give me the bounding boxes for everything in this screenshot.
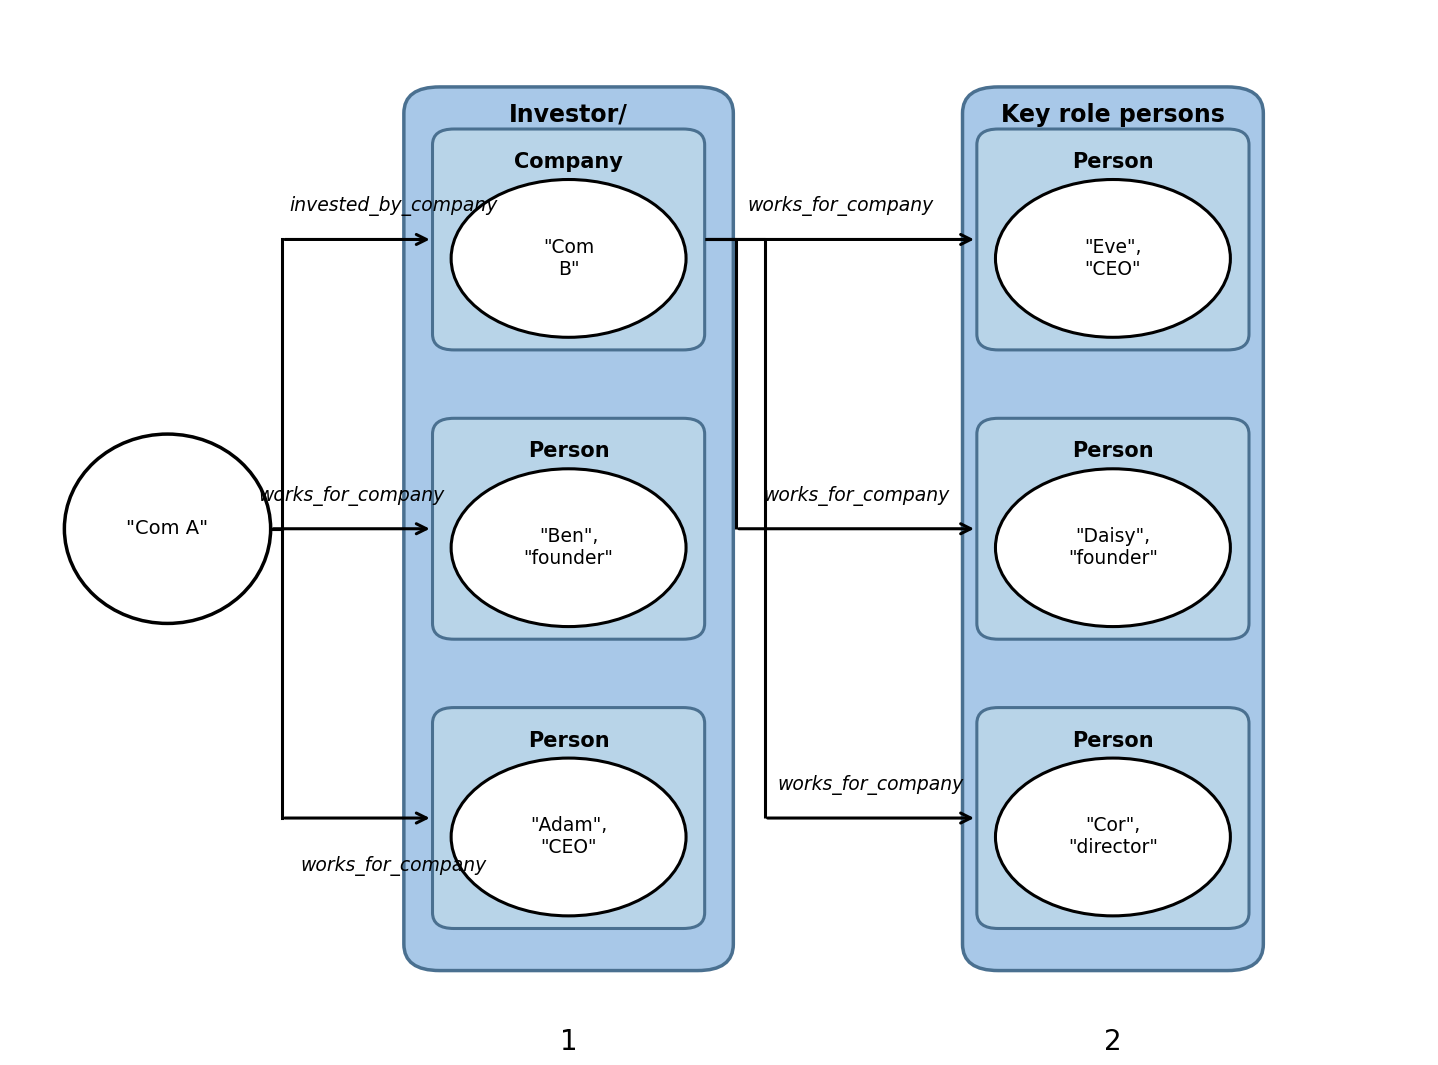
- Ellipse shape: [995, 180, 1231, 338]
- Text: Person: Person: [1073, 152, 1153, 173]
- Ellipse shape: [995, 758, 1231, 916]
- Text: Company: Company: [515, 152, 623, 173]
- Text: Investor/
acquirer and
key role persons: Investor/ acquirer and key role persons: [459, 102, 679, 186]
- Text: works_for_company: works_for_company: [778, 775, 963, 794]
- Text: Person: Person: [1073, 731, 1153, 751]
- Text: "Adam",
"CEO": "Adam", "CEO": [531, 817, 607, 857]
- Text: "Daisy",
"founder": "Daisy", "founder": [1068, 527, 1158, 569]
- Text: works_for_company: works_for_company: [764, 486, 949, 506]
- Ellipse shape: [452, 758, 686, 916]
- Text: "Com
B": "Com B": [544, 237, 594, 279]
- FancyBboxPatch shape: [433, 419, 705, 639]
- FancyBboxPatch shape: [433, 707, 705, 929]
- Text: Person: Person: [528, 731, 610, 751]
- FancyBboxPatch shape: [976, 707, 1250, 929]
- Text: "Com A": "Com A": [127, 520, 209, 538]
- FancyBboxPatch shape: [404, 87, 733, 970]
- Text: 1: 1: [559, 1029, 578, 1056]
- Text: "Ben",
"founder": "Ben", "founder": [523, 527, 614, 569]
- Ellipse shape: [452, 180, 686, 338]
- Text: "Cor",
"director": "Cor", "director": [1068, 817, 1158, 857]
- Text: 2: 2: [1104, 1029, 1122, 1056]
- Ellipse shape: [65, 435, 270, 623]
- FancyBboxPatch shape: [976, 419, 1250, 639]
- Text: works_for_company: works_for_company: [259, 486, 444, 506]
- Text: Key role persons: Key role persons: [1001, 102, 1225, 127]
- Text: "Eve",
"CEO": "Eve", "CEO": [1084, 237, 1142, 279]
- Text: works_for_company: works_for_company: [748, 196, 933, 216]
- Text: invested_by_company: invested_by_company: [289, 196, 498, 216]
- Text: Person: Person: [1073, 441, 1153, 461]
- Text: Person: Person: [528, 441, 610, 461]
- FancyBboxPatch shape: [962, 87, 1264, 970]
- Ellipse shape: [452, 469, 686, 626]
- FancyBboxPatch shape: [433, 129, 705, 350]
- Ellipse shape: [995, 469, 1231, 626]
- FancyBboxPatch shape: [976, 129, 1250, 350]
- Text: works_for_company: works_for_company: [301, 856, 486, 875]
